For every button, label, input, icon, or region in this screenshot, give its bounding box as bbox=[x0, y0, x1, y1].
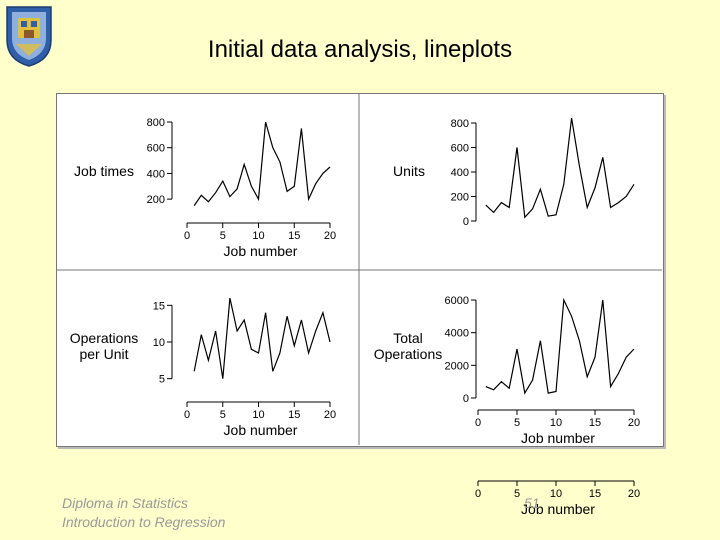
y-tick-label: 400 bbox=[147, 168, 165, 180]
x-tick-label: 0 bbox=[184, 409, 190, 421]
x-axis-label: Job number bbox=[224, 422, 298, 438]
x-tick-label: 5 bbox=[514, 417, 520, 429]
lineplot-1: 0 5 10 15 20 Job number 200 400 600 800 Job times bbox=[74, 117, 336, 259]
footer-course: Diploma in Statistics bbox=[62, 495, 189, 511]
series-line bbox=[193, 121, 331, 206]
y-axis-label: Operations bbox=[70, 330, 138, 346]
university-crest-logo bbox=[6, 6, 52, 67]
x-tick-label: 10 bbox=[252, 230, 264, 242]
y-tick-label: 15 bbox=[153, 300, 165, 312]
y-tick-label: 200 bbox=[147, 194, 165, 206]
x-tick-label: 20 bbox=[628, 417, 640, 429]
x-tick-label: 20 bbox=[324, 409, 336, 421]
x-tick-label: 15 bbox=[589, 488, 601, 500]
x-tick-label: 10 bbox=[252, 409, 264, 421]
x-axis-label: Job number bbox=[224, 243, 298, 259]
footer-module: Introduction to Regression bbox=[62, 514, 226, 530]
x-tick-label: 15 bbox=[288, 409, 300, 421]
page-number: 51 bbox=[524, 495, 540, 511]
y-tick-label: 6000 bbox=[445, 295, 469, 307]
footer: Diploma in Statistics Introduction to Re… bbox=[62, 494, 225, 532]
y-tick-label: 600 bbox=[451, 143, 469, 155]
y-tick-label: 2000 bbox=[445, 360, 469, 372]
y-axis-label: Units bbox=[393, 163, 425, 179]
y-tick-label: 600 bbox=[147, 143, 165, 155]
y-axis-label: Total bbox=[393, 330, 423, 346]
y-tick-label: 5 bbox=[159, 374, 165, 386]
y-axis-label: Job times bbox=[74, 163, 134, 179]
x-tick-label: 10 bbox=[550, 417, 562, 429]
lineplot-4: 0 5 10 15 20 Job number 0 2000 4000 6000 TotalOper… bbox=[374, 295, 640, 446]
x-tick-label: 0 bbox=[475, 417, 481, 429]
series-line bbox=[485, 297, 635, 395]
y-tick-label: 400 bbox=[451, 167, 469, 179]
x-axis-label: Job number bbox=[521, 430, 595, 446]
x-tick-label: 5 bbox=[220, 230, 226, 242]
x-tick-label: 20 bbox=[324, 230, 336, 242]
x-tick-label: 5 bbox=[514, 488, 520, 500]
y-tick-label: 800 bbox=[147, 117, 165, 129]
y-axis-label: per Unit bbox=[79, 346, 128, 362]
y-tick-label: 4000 bbox=[445, 328, 469, 340]
x-tick-label: 15 bbox=[288, 230, 300, 242]
y-tick-label: 10 bbox=[153, 337, 165, 349]
y-axis-label: Operations bbox=[374, 346, 442, 362]
x-tick-label: 0 bbox=[475, 488, 481, 500]
y-tick-label: 800 bbox=[451, 118, 469, 130]
x-tick-label: 5 bbox=[220, 409, 226, 421]
x-tick-label: 10 bbox=[550, 488, 562, 500]
y-tick-label: 0 bbox=[463, 216, 469, 228]
x-tick-label: 15 bbox=[589, 417, 601, 429]
series-line bbox=[193, 297, 331, 379]
x-axis-label: Job number bbox=[521, 501, 595, 517]
slide-title: Initial data analysis, lineplots bbox=[207, 36, 513, 63]
x-tick-label: 20 bbox=[628, 488, 640, 500]
y-tick-label: 200 bbox=[451, 192, 469, 204]
x-tick-label: 0 bbox=[184, 230, 190, 242]
y-tick-label: 0 bbox=[463, 393, 469, 405]
series-line bbox=[485, 118, 635, 219]
